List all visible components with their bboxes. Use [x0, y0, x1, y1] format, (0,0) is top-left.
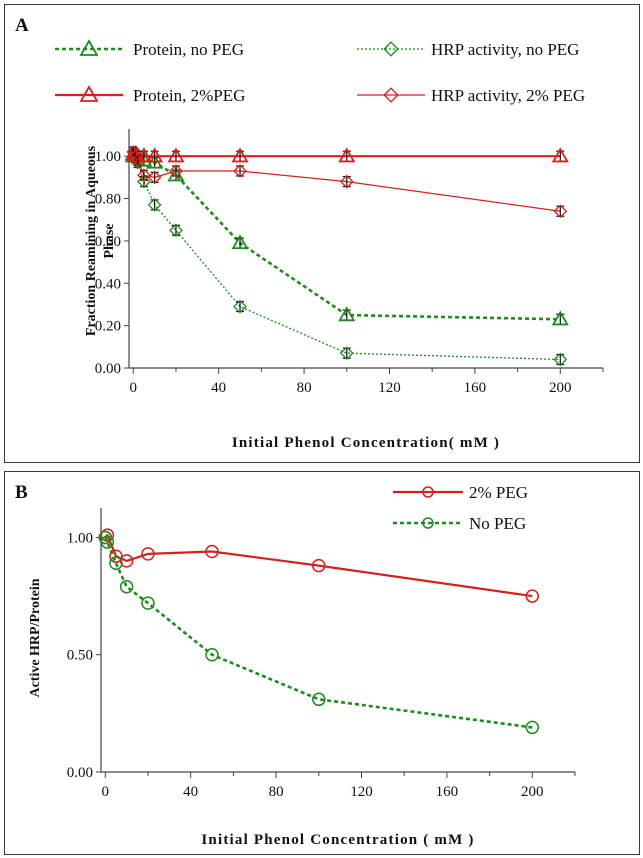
data-point [169, 223, 183, 238]
x-axis-label: Initial Phenol Concentration( mM ) [232, 435, 500, 451]
y-tick-label: 0.00 [95, 361, 121, 377]
panel-b: B 0 40 80 120 160 200 0.00 0.50 1.00 Initial Pheno… [4, 471, 640, 855]
panel-label: B [15, 482, 28, 503]
legend-marker-1 [383, 41, 399, 57]
data-point [525, 720, 540, 735]
y-tick-label: 0.00 [67, 765, 93, 781]
data-point [119, 579, 134, 594]
data-point [167, 147, 185, 163]
legend-marker-2 [79, 85, 99, 102]
data-point [109, 556, 123, 571]
data-point [231, 147, 249, 163]
data-point [119, 554, 134, 568]
panel-a: A 0 40 80 120 160 200 0.00 0.20 0.40 0.60 0.80 1.00 I… [4, 4, 640, 463]
data-point [128, 149, 143, 164]
data-point [231, 234, 249, 250]
x-tick-label: 0 [102, 784, 110, 800]
x-tick-label: 40 [211, 380, 226, 396]
data-point [137, 168, 151, 183]
legend-label-0: 2% PEG [469, 483, 528, 502]
data-point [137, 174, 151, 189]
data-point [551, 147, 569, 163]
y-tick-label: 0.60 [95, 234, 121, 250]
x-tick-label: 120 [350, 784, 373, 800]
data-point [339, 174, 354, 189]
data-point [312, 692, 326, 707]
x-tick-label: 200 [549, 380, 572, 396]
y-tick-label: 1.00 [67, 530, 93, 546]
x-tick-label: 160 [436, 784, 459, 800]
x-tick-label: 80 [269, 784, 284, 800]
data-point [525, 589, 540, 603]
legend-marker-0 [79, 39, 99, 56]
data-point [130, 153, 145, 168]
y-axis-label: Active HRP/Protein [28, 578, 43, 697]
panel-label: A [15, 15, 29, 36]
legend-marker-1 [422, 517, 434, 529]
series-line-1 [104, 536, 533, 729]
legend-label-1: No PEG [469, 514, 526, 533]
chart-a-svg: A 0 40 80 120 160 200 0.00 0.20 0.40 0.60 0.80 1.00 I… [15, 15, 604, 451]
y-tick-label: 0.80 [95, 192, 121, 208]
chart-b-svg: B 0 40 80 120 160 200 0.00 0.50 1.00 Initial Pheno… [15, 482, 576, 848]
data-point [141, 596, 155, 610]
data-point [147, 198, 162, 212]
data-point [205, 647, 219, 662]
data-point [553, 204, 568, 219]
series-line-0 [104, 534, 533, 598]
data-point [553, 352, 568, 367]
data-point [141, 547, 155, 561]
y-tick-label: 0.50 [67, 648, 93, 664]
data-point [100, 535, 115, 549]
data-point [338, 147, 356, 163]
legend-label-2: Protein, 2%PEG [133, 86, 245, 105]
data-point [233, 164, 247, 178]
legend-label-0: Protein, no PEG [133, 40, 244, 59]
x-tick-label: 0 [130, 380, 138, 396]
legend-marker-0 [422, 486, 434, 498]
legend-label-1: HRP activity, no PEG [431, 40, 579, 59]
data-point [146, 147, 164, 163]
data-point [338, 306, 356, 322]
y-tick-label: 0.40 [95, 276, 121, 292]
data-point [339, 346, 354, 361]
x-tick-label: 200 [521, 784, 544, 800]
data-point [147, 170, 162, 185]
x-tick-label: 160 [464, 380, 487, 396]
y-axis-label: Fraction Reamining in Aqueous [84, 145, 99, 336]
x-axis-label: Initial Phenol Concentration ( mM ) [201, 832, 474, 848]
x-tick-label: 120 [378, 380, 401, 396]
data-point [169, 164, 183, 178]
y-tick-label: 0.20 [95, 319, 121, 335]
y-axis-label: Phase [102, 224, 117, 259]
legend-marker-3 [383, 87, 399, 103]
y-tick-label: 1.00 [95, 149, 121, 165]
data-point [233, 299, 247, 314]
data-point [312, 558, 326, 573]
x-tick-label: 80 [297, 380, 312, 396]
data-point [205, 544, 219, 559]
x-tick-label: 40 [183, 784, 198, 800]
data-point [100, 528, 115, 542]
data-point [551, 310, 569, 326]
legend-label-3: HRP activity, 2% PEG [431, 86, 585, 105]
